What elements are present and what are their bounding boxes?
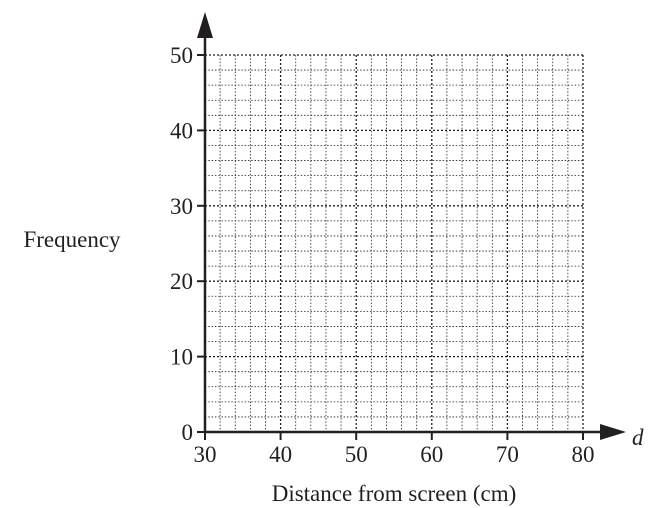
y-tick-label: 30 — [170, 194, 193, 219]
x-tick-label: 80 — [572, 442, 595, 467]
y-tick-label: 50 — [170, 43, 193, 68]
axes — [197, 12, 626, 440]
y-tick-label: 40 — [170, 118, 193, 143]
y-axis-arrow-icon — [197, 12, 213, 38]
grid-lines — [204, 54, 584, 433]
y-axis-title: Frequency — [23, 227, 121, 252]
y-tick-label: 20 — [170, 269, 193, 294]
y-tick-label: 10 — [170, 345, 193, 370]
y-tick-labels: 0 10 20 30 40 50 — [170, 43, 193, 445]
x-tick-labels: 30 40 50 60 70 80 — [194, 442, 595, 467]
x-axis-variable: d — [632, 425, 644, 450]
x-tick-label: 60 — [420, 442, 443, 467]
x-tick-label: 40 — [269, 442, 292, 467]
y-tick-label: 0 — [182, 420, 194, 445]
x-tick-label: 70 — [496, 442, 519, 467]
tick-marks — [197, 54, 584, 440]
x-tick-label: 50 — [345, 442, 368, 467]
x-tick-label: 30 — [194, 442, 217, 467]
x-axis-title: Distance from screen (cm) — [272, 481, 517, 506]
x-axis-arrow-icon — [600, 424, 626, 440]
